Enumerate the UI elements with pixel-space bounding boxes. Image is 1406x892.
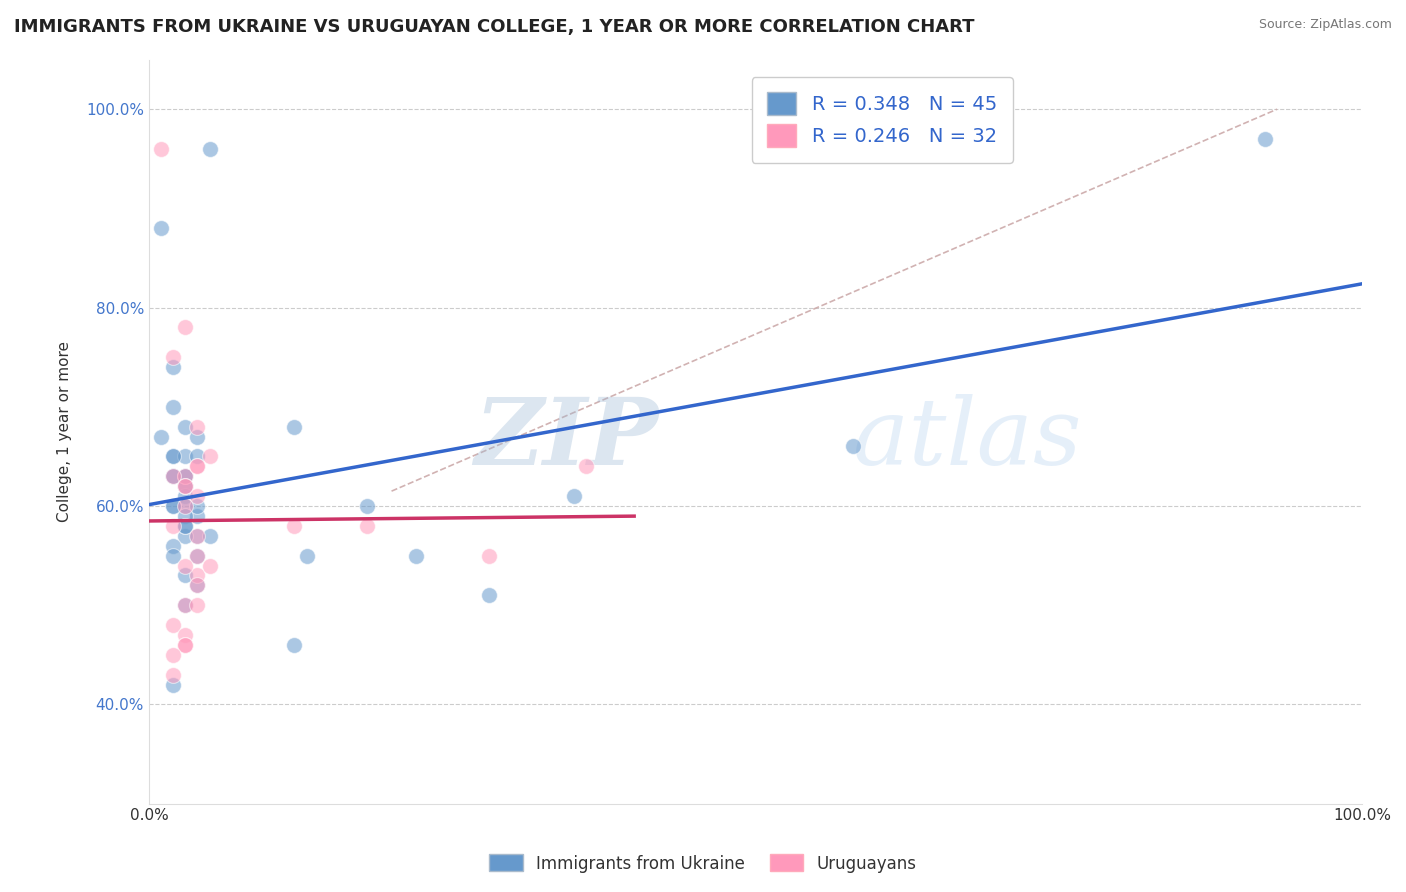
- Point: [575, 459, 598, 474]
- Point: [162, 360, 184, 375]
- Point: [405, 549, 427, 563]
- Text: IMMIGRANTS FROM UKRAINE VS URUGUAYAN COLLEGE, 1 YEAR OR MORE CORRELATION CHART: IMMIGRANTS FROM UKRAINE VS URUGUAYAN COL…: [14, 18, 974, 36]
- Point: [174, 479, 197, 493]
- Point: [295, 549, 318, 563]
- Point: [162, 450, 184, 464]
- Point: [174, 519, 197, 533]
- Point: [478, 549, 501, 563]
- Point: [283, 638, 305, 652]
- Text: ZIP: ZIP: [474, 394, 658, 484]
- Point: [174, 499, 197, 513]
- Point: [162, 549, 184, 563]
- Point: [174, 320, 197, 334]
- Point: [174, 469, 197, 483]
- Point: [186, 459, 208, 474]
- Point: [186, 529, 208, 543]
- Point: [562, 489, 585, 503]
- Point: [150, 142, 173, 156]
- Point: [174, 598, 197, 612]
- Point: [174, 598, 197, 612]
- Point: [186, 489, 208, 503]
- Point: [162, 667, 184, 681]
- Point: [186, 429, 208, 443]
- Point: [174, 568, 197, 582]
- Point: [162, 469, 184, 483]
- Point: [174, 519, 197, 533]
- Point: [150, 429, 173, 443]
- Point: [162, 400, 184, 414]
- Text: atlas: atlas: [852, 394, 1083, 484]
- Point: [174, 638, 197, 652]
- Point: [186, 459, 208, 474]
- Point: [186, 549, 208, 563]
- Point: [186, 419, 208, 434]
- Point: [162, 618, 184, 632]
- Point: [356, 519, 378, 533]
- Point: [186, 450, 208, 464]
- Point: [1254, 132, 1277, 146]
- Point: [162, 499, 184, 513]
- Point: [283, 519, 305, 533]
- Point: [186, 529, 208, 543]
- Point: [186, 568, 208, 582]
- Point: [198, 450, 221, 464]
- Point: [186, 508, 208, 523]
- Point: [174, 419, 197, 434]
- Point: [174, 479, 197, 493]
- Point: [162, 519, 184, 533]
- Point: [186, 598, 208, 612]
- Point: [174, 638, 197, 652]
- Point: [174, 479, 197, 493]
- Y-axis label: College, 1 year or more: College, 1 year or more: [58, 341, 72, 522]
- Point: [174, 558, 197, 573]
- Point: [198, 142, 221, 156]
- Point: [174, 508, 197, 523]
- Point: [356, 499, 378, 513]
- Legend: Immigrants from Ukraine, Uruguayans: Immigrants from Ukraine, Uruguayans: [482, 847, 924, 880]
- Point: [150, 221, 173, 235]
- Point: [186, 578, 208, 592]
- Point: [162, 469, 184, 483]
- Point: [186, 549, 208, 563]
- Point: [162, 539, 184, 553]
- Point: [174, 489, 197, 503]
- Point: [174, 529, 197, 543]
- Point: [174, 469, 197, 483]
- Point: [174, 499, 197, 513]
- Point: [841, 440, 863, 454]
- Point: [174, 628, 197, 642]
- Point: [174, 469, 197, 483]
- Point: [162, 677, 184, 691]
- Point: [186, 578, 208, 592]
- Point: [186, 499, 208, 513]
- Point: [174, 450, 197, 464]
- Legend: R = 0.348   N = 45, R = 0.246   N = 32: R = 0.348 N = 45, R = 0.246 N = 32: [752, 77, 1012, 162]
- Point: [478, 588, 501, 602]
- Point: [283, 419, 305, 434]
- Point: [198, 529, 221, 543]
- Point: [162, 469, 184, 483]
- Point: [174, 479, 197, 493]
- Point: [162, 648, 184, 662]
- Point: [162, 450, 184, 464]
- Point: [162, 499, 184, 513]
- Point: [198, 558, 221, 573]
- Text: Source: ZipAtlas.com: Source: ZipAtlas.com: [1258, 18, 1392, 31]
- Point: [162, 350, 184, 364]
